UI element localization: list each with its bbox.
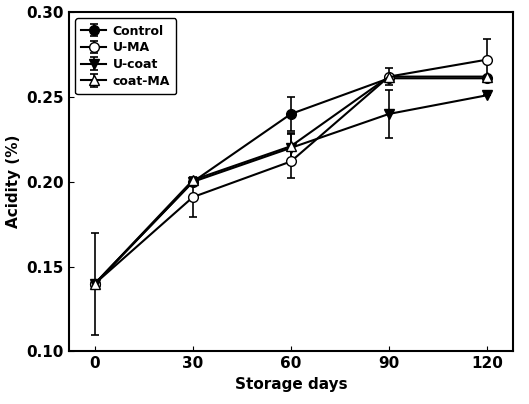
X-axis label: Storage days: Storage days [235,377,347,392]
Legend: Control, U-MA, U-coat, coat-MA: Control, U-MA, U-coat, coat-MA [75,18,176,94]
Y-axis label: Acidity (%): Acidity (%) [6,135,21,229]
